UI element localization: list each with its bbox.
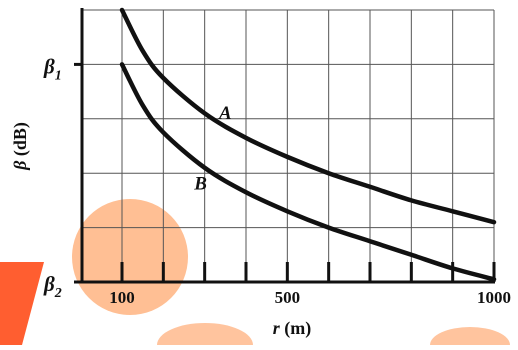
y-tick-label: β2: [43, 272, 62, 301]
y-axis-label: β (dB): [10, 122, 31, 171]
series-curve-a: [119, 7, 497, 225]
axes: [74, 8, 496, 284]
x-axis-label-symbol: r: [273, 318, 285, 338]
watermark: [0, 199, 510, 350]
series-label-b: B: [193, 174, 207, 195]
y-tick-label-subscript: 1: [55, 68, 62, 83]
x-tick-label: 1000: [477, 288, 511, 307]
series-label-a: A: [218, 103, 232, 124]
x-tick-label: 100: [109, 288, 135, 307]
y-axis-label-symbol: β: [10, 156, 30, 171]
y-axis-label-unit: (dB): [10, 122, 31, 156]
y-tick-label: β1: [43, 54, 62, 83]
y-tick-label-subscript: 2: [54, 286, 62, 301]
watermark-shape: [0, 262, 44, 345]
watermark-shape: [157, 323, 253, 350]
watermark-shape: [430, 327, 510, 350]
x-axis-label-unit: (m): [284, 318, 311, 339]
x-tick-label: 500: [275, 288, 301, 307]
series-curve-b: [119, 62, 497, 282]
x-axis-label: r (m): [273, 318, 312, 339]
series-group: [119, 7, 497, 282]
